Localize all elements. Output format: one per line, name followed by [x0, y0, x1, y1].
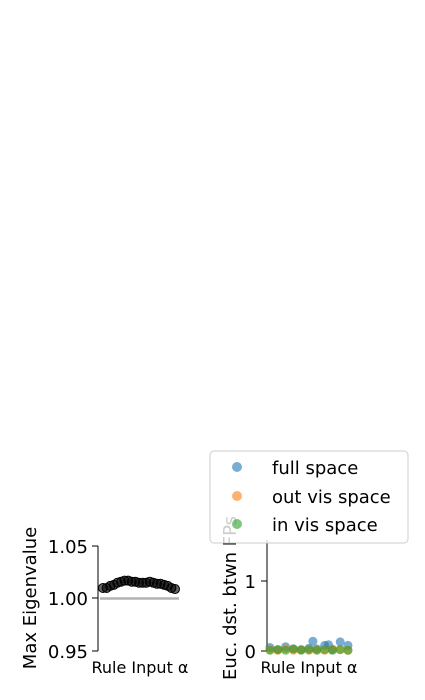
distance-panel: 1 0 Rule Input α Euc. dst. btwn FPs	[220, 516, 357, 680]
legend-marker-in-vis-space	[232, 519, 242, 529]
legend-label-full-space: full space	[272, 458, 358, 479]
legend-label-out-vis-space: out vis space	[272, 487, 391, 508]
eigenvalue-ytick-label: 1.05	[48, 537, 88, 558]
legend-marker-full-space	[232, 462, 242, 472]
eigenvalue-x-axis-label: Rule Input α	[92, 658, 189, 677]
eigenvalue-ytick-label: 1.00	[48, 589, 88, 610]
distance-y-axis-label: Euc. dst. btwn FPs	[220, 516, 241, 680]
distance-point-in-vis-space	[296, 645, 306, 655]
distance-ytick-label: 1	[245, 572, 256, 593]
distance-point-in-vis-space	[281, 645, 291, 655]
distance-point-full-space	[308, 636, 318, 646]
distance-point-in-vis-space	[320, 645, 330, 655]
legend-box	[209, 450, 409, 544]
distance-point-in-vis-space	[312, 645, 322, 655]
distance-x-axis-label: Rule Input α	[261, 658, 358, 677]
distance-point-in-vis-space	[304, 645, 314, 655]
eigenvalue-point	[170, 584, 180, 595]
distance-point-in-vis-space	[343, 645, 353, 655]
eigenvalue-panel: 1.05 1.00 0.95 Rule Input α Max Eigenval…	[20, 527, 188, 677]
legend-label-in-vis-space: in vis space	[272, 515, 378, 536]
eigenvalue-points	[98, 575, 180, 595]
legend-marker-out-vis-space	[232, 491, 242, 501]
distance-ytick-label: 0	[245, 642, 256, 663]
distance-point-full-space	[335, 637, 345, 647]
distance-points	[265, 636, 353, 655]
distance-point-in-vis-space	[273, 645, 283, 655]
eigenvalue-y-axis-label: Max Eigenvalue	[20, 527, 41, 669]
eigenvalue-ytick-label: 0.95	[48, 642, 88, 663]
distance-point-in-vis-space	[288, 644, 298, 654]
distance-point-in-vis-space	[327, 645, 337, 655]
distance-point-in-vis-space	[335, 645, 345, 655]
distance-point-in-vis-space	[265, 645, 275, 655]
legend: full space out vis space in vis space	[209, 450, 409, 544]
